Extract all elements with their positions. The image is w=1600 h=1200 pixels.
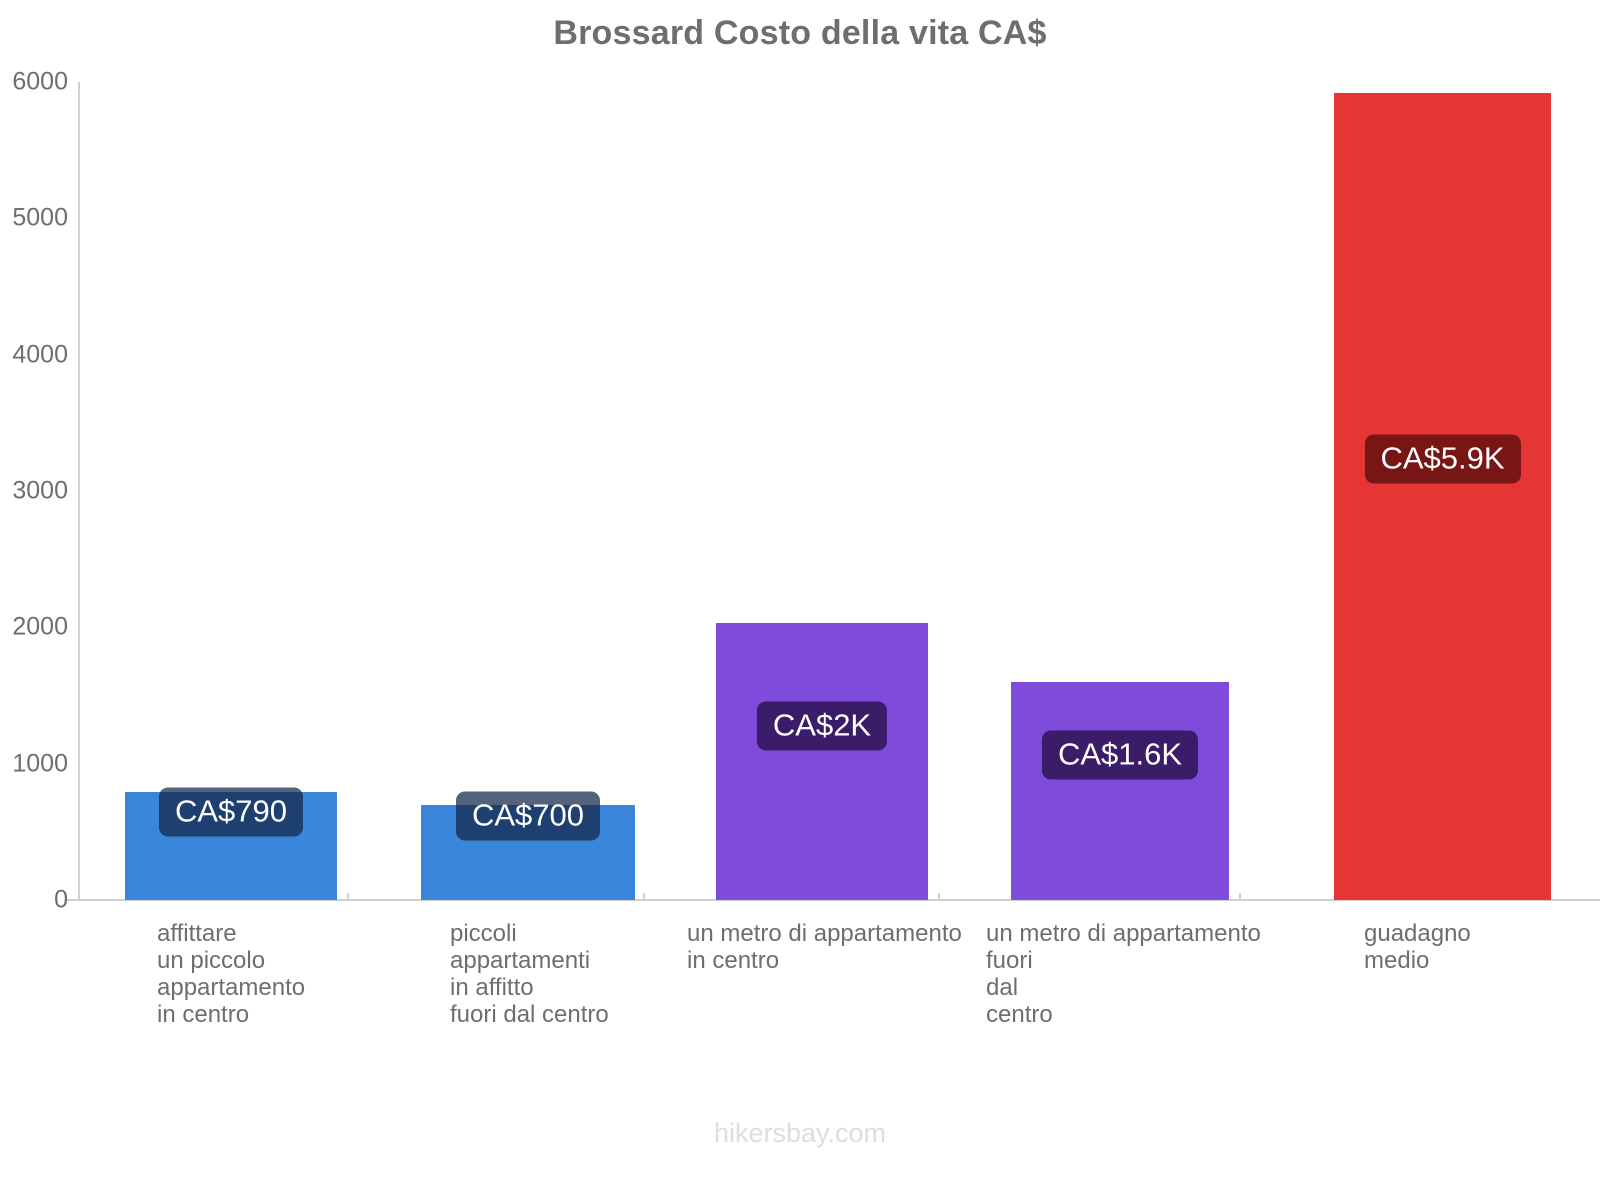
x-axis-category-labels: affittare un piccolo appartamento in cen… bbox=[0, 920, 1600, 1070]
y-axis-tick-mark bbox=[68, 899, 78, 901]
bar-3[interactable] bbox=[716, 623, 928, 900]
bar-4[interactable] bbox=[1011, 681, 1229, 900]
x-axis-category-label-3: un metro di appartamento in centro bbox=[687, 920, 962, 974]
chart-title: Brossard Costo della vita CA$ bbox=[553, 14, 1047, 52]
y-axis-tick-label: 1000 bbox=[12, 749, 68, 778]
y-axis-tick-label: 3000 bbox=[12, 476, 68, 505]
x-axis-line bbox=[66, 899, 1600, 901]
x-axis-category-label-2: piccoli appartamenti in affitto fuori da… bbox=[450, 920, 609, 1028]
y-axis-line bbox=[78, 82, 80, 900]
bar-value-label-5: CA$5.9K bbox=[1364, 434, 1521, 484]
x-axis-separator-3 bbox=[938, 893, 940, 901]
y-axis-tick-label: 6000 bbox=[12, 67, 68, 96]
bars-layer: CA$790 CA$700 CA$2K CA$1.6K CA$5.9K bbox=[125, 92, 1551, 900]
y-axis-tick-label: 0 bbox=[54, 885, 68, 914]
bar-5[interactable] bbox=[1334, 92, 1551, 900]
x-axis-separator-4 bbox=[1239, 893, 1241, 901]
y-axis-tick-label: 4000 bbox=[12, 340, 68, 369]
bar-value-label-3: CA$2K bbox=[756, 701, 888, 751]
watermark-hikersbay: hikersbay.com bbox=[713, 1118, 887, 1148]
bar-value-label-4: CA$1.6K bbox=[1041, 730, 1199, 780]
x-axis-separator-2 bbox=[643, 893, 645, 901]
x-axis-separator-1 bbox=[347, 893, 349, 901]
bar-value-label-2: CA$700 bbox=[455, 791, 601, 841]
x-axis-category-label-5: guadagno medio bbox=[1364, 920, 1471, 974]
y-axis-tick-label: 2000 bbox=[12, 612, 68, 641]
x-axis-category-label-1: affittare un piccolo appartamento in cen… bbox=[157, 920, 306, 1028]
x-axis-category-label-4: un metro di appartamento fuori dal centr… bbox=[986, 920, 1261, 1028]
bar-value-label-1: CA$790 bbox=[158, 787, 304, 837]
y-axis-tick-label: 5000 bbox=[12, 203, 68, 232]
